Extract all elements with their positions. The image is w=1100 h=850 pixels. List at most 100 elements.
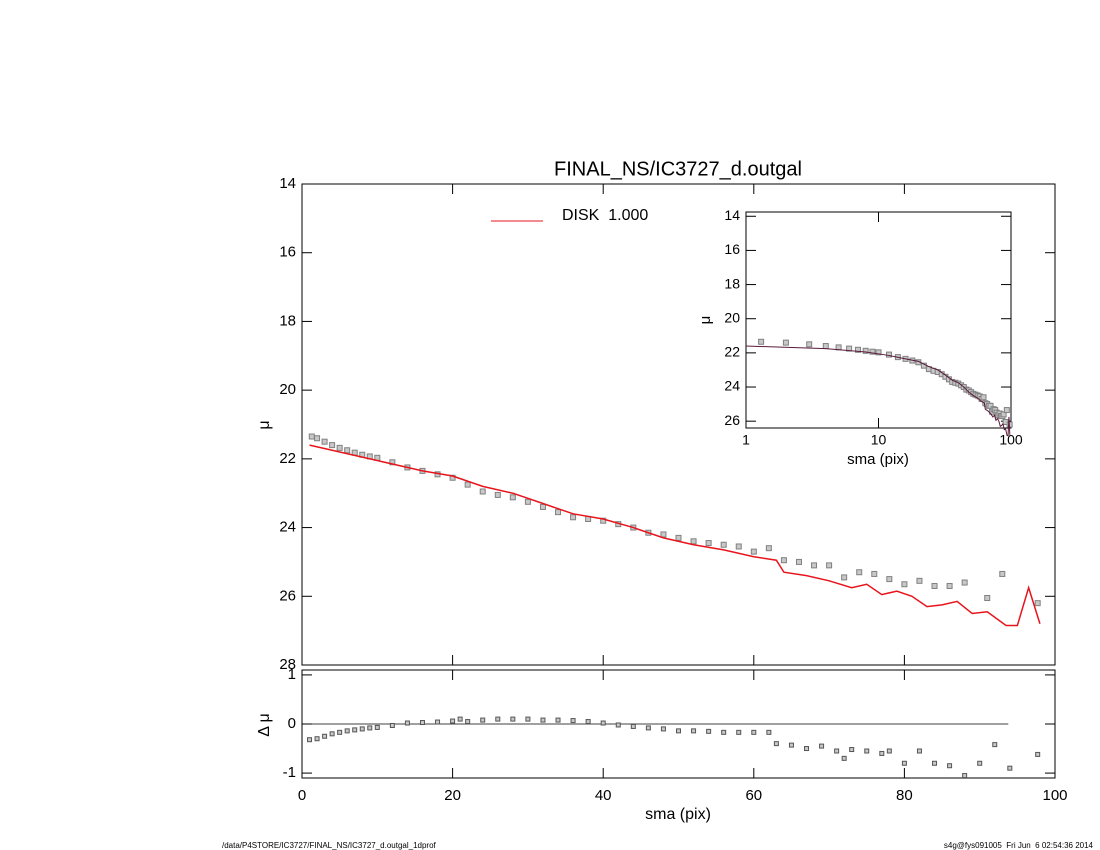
inset-point xyxy=(806,341,813,348)
data-point xyxy=(856,569,863,576)
y-tick-label: 14 xyxy=(724,207,740,223)
data-point xyxy=(321,438,328,445)
inset-point xyxy=(869,348,876,355)
data-point xyxy=(916,577,923,584)
data-point xyxy=(690,538,697,545)
x-tick-label: 20 xyxy=(444,787,461,804)
data-point xyxy=(675,534,682,541)
footer-left: /data/P4STORE/IC3727/FINAL_NS/IC3727_d.o… xyxy=(222,841,437,850)
residual-point xyxy=(766,729,772,735)
inset-y-label: μ xyxy=(697,316,714,325)
data-point xyxy=(735,543,742,550)
residual-point xyxy=(314,736,320,742)
y-tick-label: 22 xyxy=(279,450,296,467)
y-tick-label: 28 xyxy=(279,656,296,673)
residual-point xyxy=(389,722,395,728)
y-tick-label: 18 xyxy=(279,312,296,329)
data-point xyxy=(931,582,938,589)
residual-point xyxy=(660,726,666,732)
inset-model-line xyxy=(745,345,1011,437)
y-tick-label: 14 xyxy=(279,175,296,192)
inset-point xyxy=(862,347,869,354)
data-point xyxy=(464,481,471,488)
data-point xyxy=(841,574,848,581)
residual-point xyxy=(600,720,606,726)
inset-point xyxy=(846,345,853,352)
data-point xyxy=(524,498,531,505)
data-point xyxy=(344,447,351,454)
residual-point xyxy=(540,717,546,723)
residual-point xyxy=(374,724,380,730)
data-point xyxy=(660,531,667,538)
data-point xyxy=(750,548,757,555)
residual-point xyxy=(947,763,953,769)
residual-point xyxy=(992,742,998,748)
data-point xyxy=(329,442,336,449)
residual-point xyxy=(1007,765,1013,771)
inset-point xyxy=(885,351,892,358)
inset-point xyxy=(1003,407,1010,414)
y-tick-label: 22 xyxy=(724,344,740,360)
chart-title: FINAL_NS/IC3727_d.outgal xyxy=(554,158,802,180)
data-point xyxy=(999,570,1006,577)
y-tick-label: 0 xyxy=(288,715,296,732)
x-tick-label: 0 xyxy=(298,787,306,804)
residual-point xyxy=(706,728,712,734)
data-point xyxy=(509,494,516,501)
residual-point xyxy=(886,748,892,754)
x-tick-label: 100 xyxy=(1042,787,1067,804)
data-point xyxy=(314,435,321,442)
residual-point xyxy=(615,722,621,728)
residual-point xyxy=(585,719,591,725)
data-point xyxy=(901,581,908,588)
residual-y-label: Δ μ xyxy=(256,713,273,736)
residual-point xyxy=(480,717,486,723)
residual-point xyxy=(819,743,825,749)
inset-point xyxy=(987,402,994,409)
residual-point xyxy=(645,725,651,731)
legend-label: DISK 1.000 xyxy=(562,207,648,224)
data-point xyxy=(555,509,562,516)
inset-point xyxy=(822,343,829,350)
residual-point xyxy=(457,716,463,722)
data-point xyxy=(308,433,315,440)
y-tick-label: 20 xyxy=(279,381,296,398)
residual-point xyxy=(879,750,885,756)
x-tick-label: 10 xyxy=(871,432,887,448)
data-point xyxy=(871,570,878,577)
data-point xyxy=(984,595,991,602)
x-tick-label: 80 xyxy=(896,787,913,804)
data-point xyxy=(886,576,893,583)
model-line xyxy=(309,444,1041,627)
y-tick-label: -1 xyxy=(283,764,296,781)
residual-point xyxy=(435,719,441,725)
data-point xyxy=(389,459,396,466)
data-point xyxy=(705,540,712,547)
residual-point xyxy=(864,748,870,754)
residual-point xyxy=(841,755,847,761)
data-point xyxy=(539,503,546,510)
data-point xyxy=(765,545,772,552)
y-tick-label: 26 xyxy=(279,587,296,604)
inset-point xyxy=(758,338,765,345)
residual-point xyxy=(359,726,365,732)
residual-point xyxy=(788,742,794,748)
residual-point xyxy=(404,720,410,726)
residual-point xyxy=(834,748,840,754)
data-point xyxy=(946,582,953,589)
residual-point xyxy=(555,717,561,723)
footer-right: s4g@fys091005 Fri Jun 6 02:54:36 2014 xyxy=(944,841,1094,850)
residual-point xyxy=(736,729,742,735)
x-tick-label: 40 xyxy=(595,787,612,804)
y-tick-label: 24 xyxy=(279,519,296,536)
residual-point xyxy=(329,731,335,737)
inset-point xyxy=(875,349,882,356)
y-axis-label: μ xyxy=(256,420,273,429)
data-point xyxy=(1034,600,1041,607)
data-point xyxy=(336,444,343,451)
residual-point xyxy=(465,719,471,725)
residual-point xyxy=(337,729,343,735)
data-point xyxy=(961,579,968,586)
